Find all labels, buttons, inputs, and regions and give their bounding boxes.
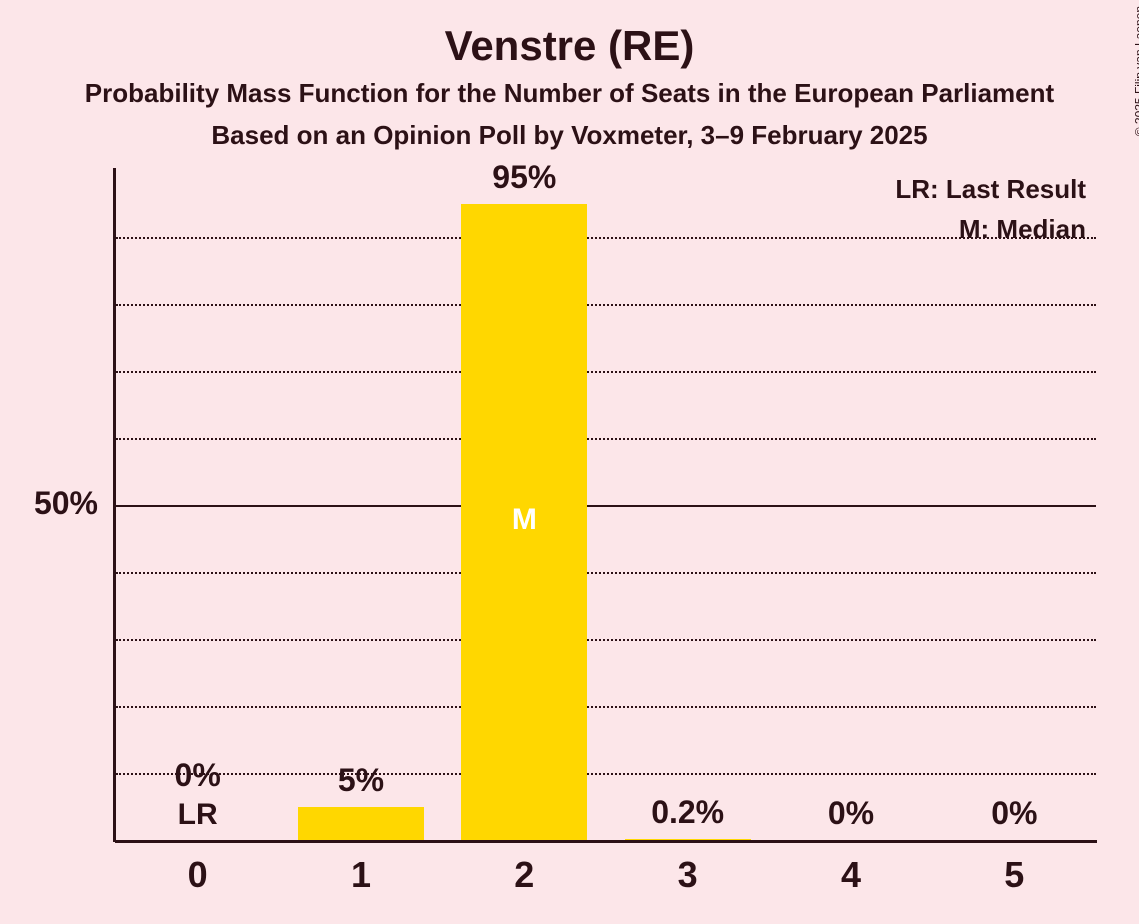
bar-marker: M: [461, 503, 587, 537]
bar-value-label: 0%: [788, 795, 914, 832]
x-tick-label: 4: [769, 854, 932, 896]
gridline: [116, 304, 1096, 306]
chart-root: Venstre (RE) Probability Mass Function fo…: [0, 0, 1139, 924]
x-tick-label: 1: [279, 854, 442, 896]
bar-marker: LR: [135, 798, 261, 832]
gridline-solid: [116, 505, 1096, 507]
gridline: [116, 371, 1096, 373]
x-tick-label: 0: [116, 854, 279, 896]
gridline: [116, 773, 1096, 775]
gridline: [116, 237, 1096, 239]
x-tick-label: 3: [606, 854, 769, 896]
chart-subtitle-2: Based on an Opinion Poll by Voxmeter, 3–…: [0, 120, 1139, 151]
bar-value-label: 0.2%: [625, 794, 751, 831]
bar-value-label: 0%: [135, 757, 261, 794]
y-tick-label: 50%: [0, 485, 98, 522]
chart-subtitle-1: Probability Mass Function for the Number…: [0, 78, 1139, 109]
gridline: [116, 572, 1096, 574]
bar: [298, 807, 424, 841]
x-tick-label: 2: [443, 854, 606, 896]
bar-value-label: 95%: [461, 159, 587, 196]
x-axis-line: [115, 840, 1097, 843]
legend-item: M: Median: [959, 214, 1086, 245]
gridline: [116, 438, 1096, 440]
legend-item: LR: Last Result: [895, 174, 1086, 205]
bar-value-label: 0%: [951, 795, 1077, 832]
y-axis-line: [113, 168, 116, 842]
gridline: [116, 706, 1096, 708]
gridline: [116, 639, 1096, 641]
chart-title: Venstre (RE): [0, 22, 1139, 70]
copyright-text: © 2025 Filip van Laenen: [1132, 6, 1139, 136]
bar-value-label: 5%: [298, 762, 424, 799]
plot-area: LR0%5%M95%0.2%0%0%LR: Last ResultM: Medi…: [116, 170, 1096, 840]
x-tick-label: 5: [933, 854, 1096, 896]
